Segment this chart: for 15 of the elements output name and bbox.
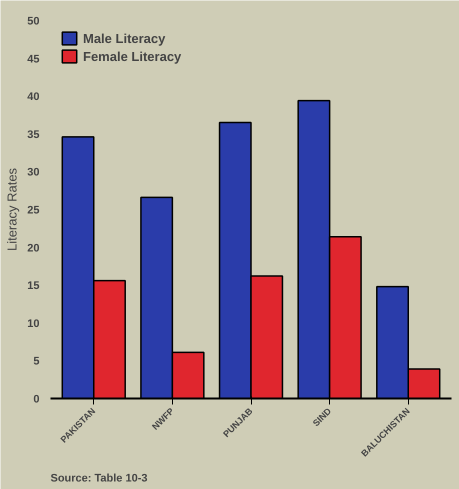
y-tick-label: 0 [33, 394, 40, 406]
y-tick-label: 40 [27, 91, 40, 104]
y-tick-label: 20 [27, 242, 40, 254]
y-axis-title: Literacy Rates [4, 167, 20, 252]
legend-label: Male Literacy [83, 30, 166, 46]
y-tick-label: 5 [33, 356, 40, 368]
legend-label: Female Literacy [83, 48, 182, 64]
y-tick-label: 15 [27, 280, 40, 292]
y-tick-label: 35 [27, 128, 40, 141]
y-tick-label: 50 [27, 16, 40, 28]
y-tick-label: 45 [27, 53, 40, 66]
y-tick-label: 10 [27, 318, 40, 330]
y-tick-label: 25 [27, 204, 40, 216]
y-tick-label: 30 [27, 166, 40, 179]
source-note: Source: Table 10-3 [50, 472, 148, 484]
